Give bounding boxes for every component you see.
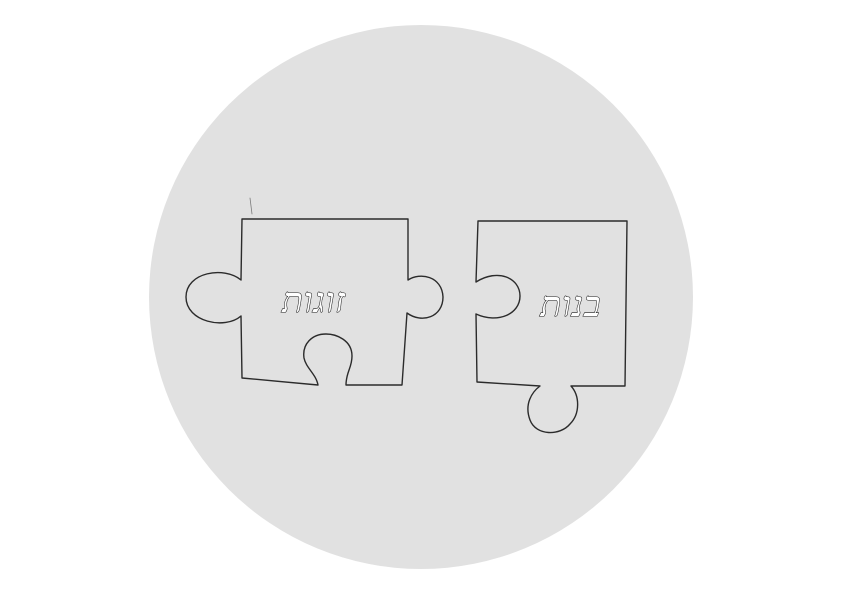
puzzle-piece-right: בנות xyxy=(475,220,628,434)
pencil-tick xyxy=(249,197,253,215)
background-circle xyxy=(149,25,693,569)
puzzle-piece-left-outline xyxy=(185,218,444,386)
puzzle-piece-right-label: בנות xyxy=(540,285,602,325)
puzzle-piece-right-outline xyxy=(475,220,628,434)
puzzle-piece-left: זוגות xyxy=(185,197,444,386)
puzzle-piece-left-label: זוגות xyxy=(281,281,346,321)
